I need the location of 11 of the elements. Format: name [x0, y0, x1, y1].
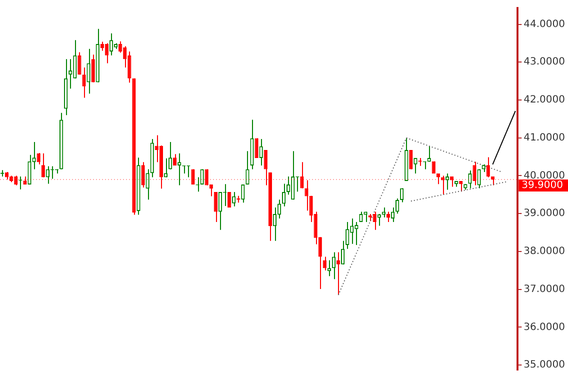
y-tick-label: 37.0000 [524, 284, 566, 295]
y-tick-label: 41.0000 [524, 132, 566, 144]
y-tick-label: 39.0000 [524, 208, 566, 220]
y-tick-label: 35.0000 [524, 360, 566, 371]
y-tick-label: 36.0000 [524, 322, 566, 333]
y-tick-label: 42.0000 [524, 94, 566, 106]
ref-line-label: 39.9000 [522, 180, 564, 192]
y-tick-label: 44.0000 [524, 18, 566, 30]
y-tick-label: 40.0000 [524, 170, 566, 182]
y-tick-label: 43.0000 [524, 56, 566, 68]
y-tick-label: 38.0000 [524, 246, 566, 258]
